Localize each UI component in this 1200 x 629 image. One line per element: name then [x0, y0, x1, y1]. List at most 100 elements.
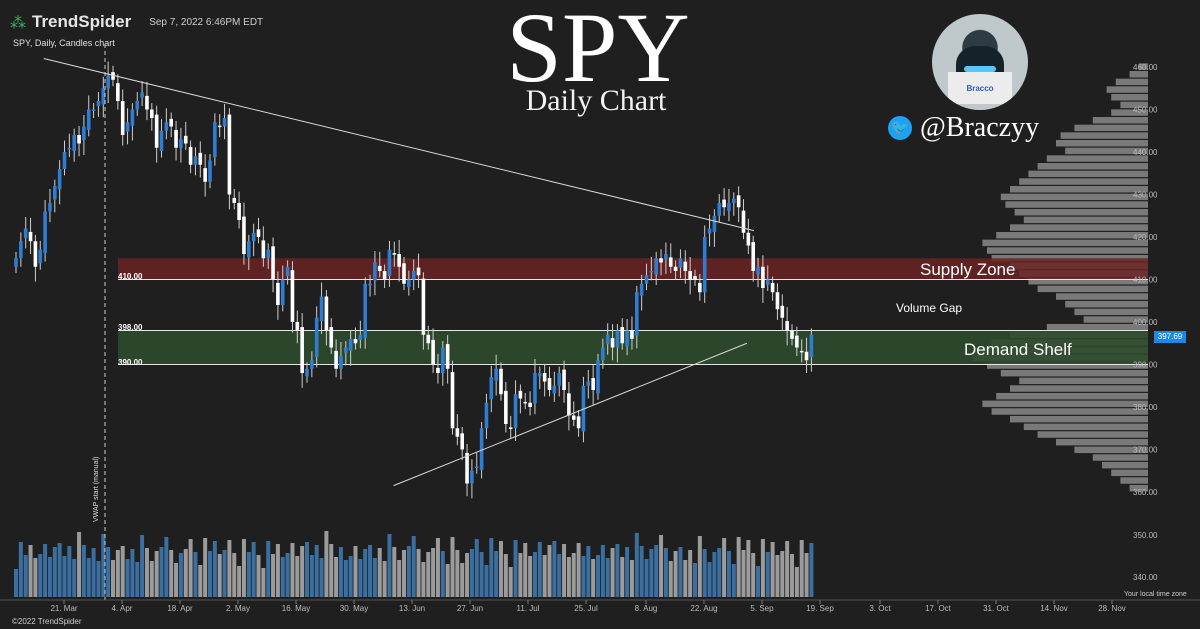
volume-bar: [644, 559, 649, 597]
volume-bar: [469, 549, 474, 597]
candle-body: [247, 241, 251, 258]
x-tick-label: 18. Apr: [167, 604, 193, 613]
candle-body: [732, 198, 736, 203]
candle-body: [765, 279, 770, 285]
volume-bar: [804, 553, 809, 597]
candle-body: [518, 390, 523, 399]
volume-tick-label: 340.00: [1133, 573, 1158, 582]
volume-bar: [47, 557, 52, 597]
volume-bar: [392, 547, 397, 597]
candle-body: [295, 322, 300, 331]
candle-body: [193, 156, 198, 165]
trendline-0: [43, 58, 755, 232]
volume-bar: [591, 559, 596, 597]
volume-bar: [416, 549, 421, 597]
candle-body: [310, 360, 314, 369]
candle-body: [484, 402, 489, 429]
candle-body: [62, 152, 67, 169]
price-tick-label: 430.00: [1133, 191, 1158, 200]
profile-bar: [1056, 293, 1148, 300]
candle-body: [407, 279, 411, 288]
volume-bar: [809, 543, 814, 597]
candle-body: [450, 372, 455, 429]
candle-body: [756, 266, 760, 275]
candle-body: [140, 92, 144, 98]
volume-bar: [271, 554, 276, 597]
volume-bar: [649, 549, 654, 597]
demand-shelf-label: Demand Shelf: [964, 340, 1072, 359]
volume-bar: [411, 536, 416, 597]
profile-bar: [1028, 277, 1148, 285]
candle-body: [678, 258, 683, 268]
candle-body: [751, 242, 755, 271]
profile-bar: [1111, 94, 1148, 101]
volume-bar: [426, 552, 431, 597]
candle-body: [111, 72, 115, 80]
candle-body: [14, 258, 18, 267]
candle-body: [693, 276, 697, 280]
candle-body: [358, 334, 363, 340]
candle-body: [135, 101, 140, 110]
candle-body: [377, 265, 382, 271]
volume-bar: [62, 556, 67, 597]
candle-body: [222, 118, 227, 127]
volume-bar: [397, 560, 402, 597]
volume-bar: [523, 543, 528, 597]
x-tick-label: 17. Oct: [925, 604, 952, 613]
candle-body: [266, 249, 270, 259]
candle-body: [489, 377, 494, 400]
volume-bar: [673, 551, 678, 597]
trendspider-logo-icon: ⁂: [10, 12, 26, 32]
volume-bar: [305, 542, 309, 597]
supply-zone-label: Supply Zone: [920, 260, 1016, 279]
volume-bar: [600, 545, 605, 597]
candle-body: [770, 282, 775, 293]
volume-bar: [266, 541, 271, 597]
profile-bar: [1023, 216, 1148, 224]
candle-body: [601, 347, 605, 361]
candle-body: [382, 271, 387, 280]
profile-bar: [1115, 78, 1148, 86]
x-tick-label: 22. Aug: [690, 604, 717, 613]
candle-body: [649, 271, 654, 273]
profile-bar: [1074, 124, 1148, 132]
volume-bar: [445, 564, 450, 597]
candle-body: [426, 334, 431, 344]
profile-bar: [1111, 469, 1148, 477]
volume-bar: [712, 552, 717, 597]
volume-bar: [794, 567, 799, 597]
volume-bar: [431, 548, 436, 597]
volume-bar: [363, 549, 368, 597]
volume-bar: [625, 547, 630, 597]
profile-bar: [1074, 446, 1148, 454]
volume-bar: [663, 548, 668, 597]
volume-bar: [702, 549, 707, 597]
candle-body: [799, 350, 804, 353]
profile-bar: [1019, 178, 1148, 185]
price-tick-label: 380.00: [1133, 403, 1158, 412]
volume-bar: [237, 566, 242, 597]
volume-bar: [111, 560, 115, 597]
candle-body: [717, 203, 722, 216]
candle-body: [164, 122, 169, 131]
volume-bar: [736, 537, 741, 597]
candle-body: [116, 83, 120, 101]
volume-bar: [57, 543, 62, 597]
volume-bar: [508, 567, 513, 597]
volume-bar: [144, 548, 149, 597]
twitter-bird-icon: 🐦: [888, 116, 912, 140]
candle-body: [605, 334, 610, 345]
price-tick-label: 410.00: [1133, 276, 1158, 285]
volume-bar: [499, 541, 503, 597]
profile-bar: [1010, 185, 1148, 193]
level-398-label: 398.00: [118, 323, 143, 332]
candle-body: [470, 470, 474, 484]
candle-body: [57, 169, 62, 190]
candle-body: [508, 427, 513, 429]
volume-tick-label: 350.00: [1133, 531, 1158, 540]
volume-bar: [654, 545, 659, 597]
profile-bar: [1023, 423, 1148, 431]
volume-bar: [309, 555, 314, 597]
volume-bar: [256, 555, 261, 597]
